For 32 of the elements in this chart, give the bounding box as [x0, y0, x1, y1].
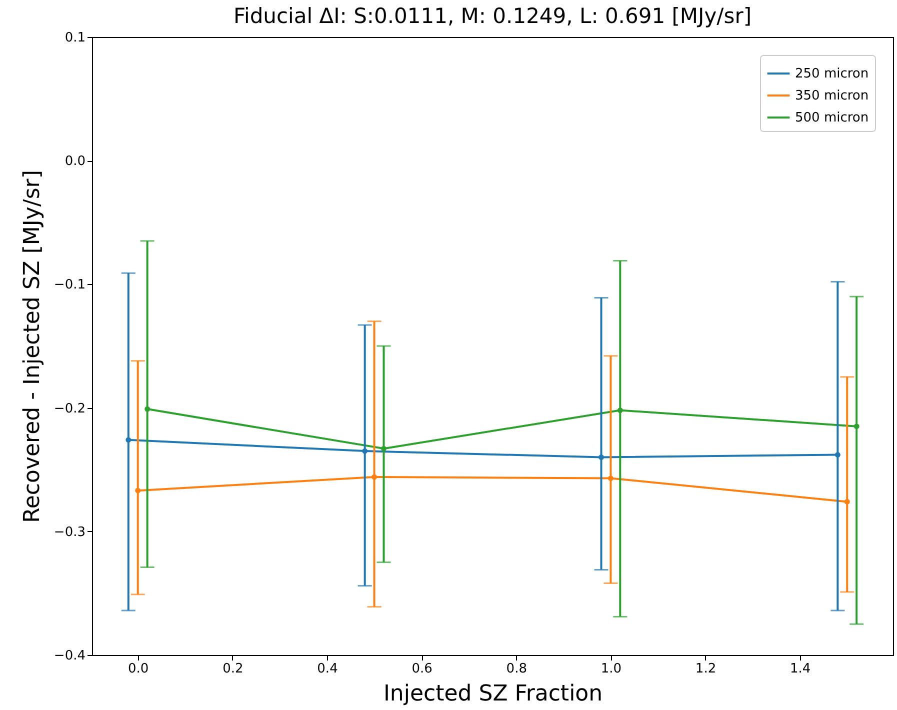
x-tick-label: 0.4 [317, 662, 338, 676]
x-tick-label: 0.8 [506, 662, 527, 676]
point [854, 424, 860, 430]
point [844, 499, 850, 504]
point [608, 476, 614, 481]
x-tick-label: 1.4 [790, 662, 811, 676]
y-tick-label: 0.0 [64, 154, 86, 170]
x-axis-title: Injected SZ Fraction [383, 682, 603, 706]
y-tick-label: −0.2 [54, 401, 86, 416]
point [598, 454, 604, 460]
legend-label: 350 micron [795, 88, 869, 104]
y-tick-label: −0.3 [54, 524, 86, 540]
y-tick-label: −0.1 [54, 278, 86, 293]
chart-title: Fiducial ΔI: S:0.0111, M: 0.1249, L: 0.691 [MJy/sr] [233, 4, 752, 28]
point [381, 446, 386, 452]
point [834, 452, 840, 458]
point [135, 488, 141, 494]
x-tick-label: 0.2 [222, 662, 244, 676]
y-axis-title: Recovered - Injected SZ [MJy/sr] [20, 170, 45, 523]
legend-label: 250 micron [795, 66, 869, 82]
y-tick-label: 0.1 [64, 30, 86, 46]
point [362, 448, 368, 454]
point [617, 408, 623, 414]
legend-label: 500 micron [795, 110, 869, 126]
x-tick-label: 1.0 [600, 662, 622, 676]
x-tick-label: 0.0 [128, 662, 149, 676]
y-tick-label: −0.4 [54, 648, 86, 664]
point [126, 437, 132, 443]
point [144, 406, 150, 412]
x-tick-label: 0.6 [412, 662, 432, 676]
x-tick-label: 1.2 [695, 662, 716, 676]
point [372, 474, 378, 480]
